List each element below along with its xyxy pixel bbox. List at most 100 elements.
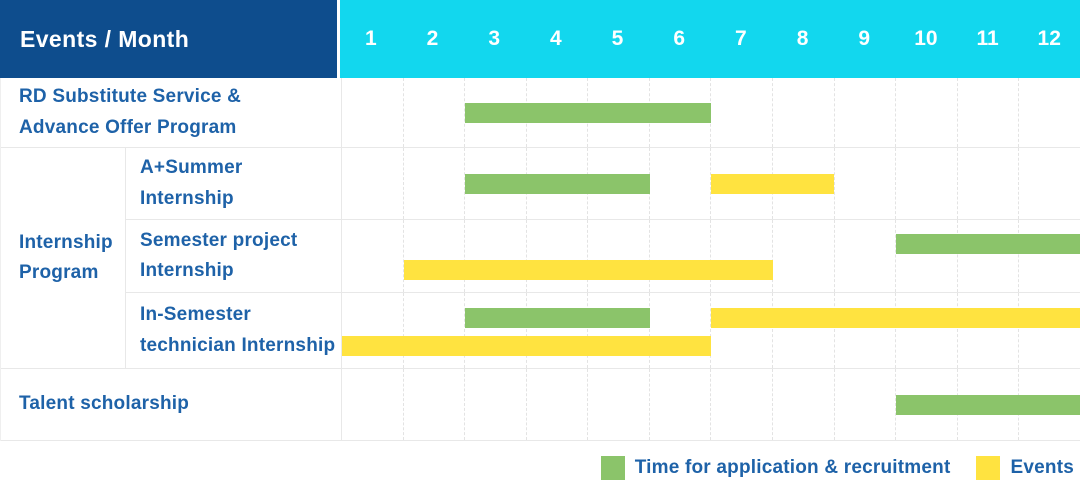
month-cell [1018,78,1080,147]
row-timeline [341,220,1080,292]
header-events-month-cell: Events / Month [0,0,340,78]
month-cell [342,78,403,147]
month-cell [895,148,957,219]
table-row: In-Semester technician Internship [126,293,1080,368]
group-rows-column: A+Summer Internship Semester project Inte… [126,148,1080,368]
event-bar [404,260,773,280]
month-cell [957,293,1019,368]
row-label-cell: RD Substitute Service & Advance Offer Pr… [1,78,341,147]
row-timeline [341,78,1080,147]
application-bar [896,234,1080,254]
row-label-cell: A+Summer Internship [126,148,341,219]
month-cell [464,293,526,368]
event-bar [342,336,711,356]
month-cell [710,78,772,147]
month-cell [772,293,834,368]
month-label: 12 [1018,0,1080,78]
month-cell [587,220,649,292]
row-label-cell: Semester project Internship [126,220,341,292]
month-cell [895,78,957,147]
row-label-cell: Talent scholarship [1,369,341,440]
application-bar [465,103,711,123]
row-label-cell: In-Semester technician Internship [126,293,341,368]
legend-item-application: Time for application & recruitment [601,456,951,480]
month-cell [957,220,1019,292]
month-cell [403,293,465,368]
table-body: RD Substitute Service & Advance Offer Pr… [0,78,1080,441]
month-cell [403,148,465,219]
month-cell [342,293,403,368]
row-label: Semester project Internship [140,226,297,287]
month-cell [464,369,526,440]
legend-item-event: Events [976,456,1074,480]
month-cell [403,369,465,440]
month-cell [1018,293,1080,368]
month-cell [464,220,526,292]
table-row: Semester project Internship [126,220,1080,293]
legend-swatch-application [601,456,625,480]
table-row: RD Substitute Service & Advance Offer Pr… [1,78,1080,148]
application-bar [465,308,650,328]
month-cell [526,293,588,368]
row-label: RD Substitute Service & Advance Offer Pr… [19,82,241,143]
month-cell [834,220,896,292]
month-cell [403,220,465,292]
month-cell [1018,220,1080,292]
month-label: 9 [833,0,895,78]
table-row: Talent scholarship [1,369,1080,441]
month-label: 1 [340,0,402,78]
month-cell [772,78,834,147]
month-cell [772,369,834,440]
month-cell [772,220,834,292]
month-label: 3 [463,0,525,78]
group-label: Internship Program [19,228,113,289]
month-cell [649,369,711,440]
month-label: 6 [648,0,710,78]
month-label: 8 [772,0,834,78]
month-cell [710,293,772,368]
application-bar [465,174,650,194]
month-cell [895,220,957,292]
row-label: Talent scholarship [19,389,189,419]
month-cell [342,148,403,219]
month-grid [342,220,1080,292]
legend: Time for application & recruitment Events [0,441,1080,495]
month-grid [342,78,1080,147]
event-bar [711,174,834,194]
month-label: 5 [587,0,649,78]
month-cell [403,78,465,147]
month-label: 7 [710,0,772,78]
month-cell [526,220,588,292]
month-cell [834,293,896,368]
month-cell [895,293,957,368]
row-timeline [341,148,1080,219]
row-timeline [341,293,1080,368]
month-cell [1018,148,1080,219]
month-cell [342,220,403,292]
group-label-cell: Internship Program [1,148,126,368]
month-cell [526,369,588,440]
table-title: Events / Month [20,26,189,53]
month-grid [342,293,1080,368]
month-label: 11 [957,0,1019,78]
month-label: 2 [402,0,464,78]
row-timeline [341,369,1080,440]
month-cell [957,148,1019,219]
month-cell [342,369,403,440]
event-bar [711,308,1080,328]
month-label: 4 [525,0,587,78]
month-cell [649,148,711,219]
month-cell [834,369,896,440]
month-cell [834,78,896,147]
month-cell [587,369,649,440]
application-bar [896,395,1080,415]
legend-swatch-event [976,456,1000,480]
legend-label: Events [1010,457,1074,479]
month-cell [834,148,896,219]
month-cell [649,293,711,368]
